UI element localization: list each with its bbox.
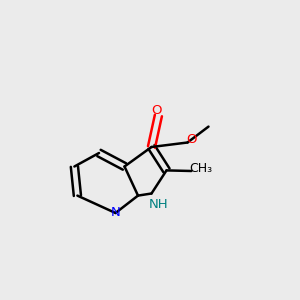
Text: CH₃: CH₃ <box>189 162 212 175</box>
Text: NH: NH <box>148 198 168 212</box>
Text: O: O <box>152 103 162 117</box>
Text: N: N <box>111 206 120 220</box>
Text: O: O <box>186 133 196 146</box>
